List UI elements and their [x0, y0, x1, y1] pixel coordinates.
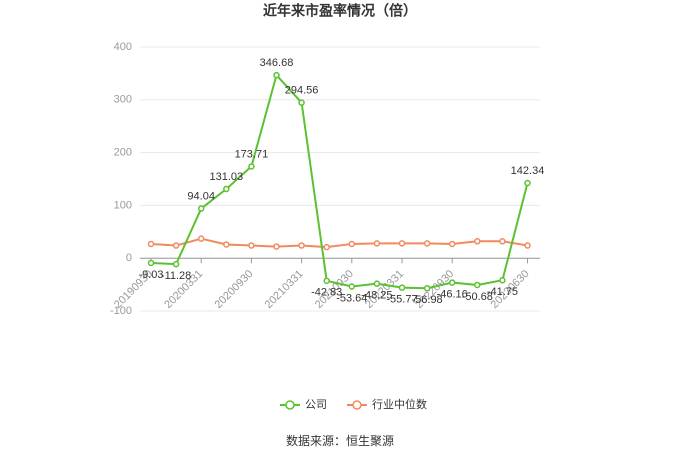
point: [172, 260, 180, 268]
legend-label: 公司: [305, 399, 327, 411]
point: [298, 99, 305, 106]
data-label: -11.28: [161, 270, 191, 282]
point: [423, 285, 431, 292]
data-label: -9.03: [138, 269, 163, 281]
point: [248, 163, 255, 170]
data-label: -56.98: [411, 294, 442, 306]
point: [524, 242, 531, 249]
y-tick-label: 400: [114, 41, 132, 53]
point: [323, 243, 330, 251]
data-label: 346.68: [260, 57, 294, 69]
legend-marker: [352, 400, 362, 410]
point: [348, 240, 356, 248]
point: [197, 205, 205, 212]
point: [248, 242, 255, 249]
point: [373, 280, 381, 287]
y-tick-label: -100: [110, 305, 132, 317]
source: 数据来源：恒生聚源: [286, 433, 394, 448]
data-label: -55.77: [386, 294, 417, 306]
point: [273, 71, 280, 79]
series-line: [150, 237, 528, 249]
point: [298, 242, 305, 249]
legend-marker: [285, 400, 295, 410]
data-label: -46.16: [437, 288, 468, 300]
data-label: 131.03: [209, 171, 243, 183]
data-label: 142.34: [511, 165, 545, 177]
data-label: -48.25: [361, 290, 392, 302]
point: [474, 238, 481, 245]
point: [474, 281, 481, 289]
point: [223, 241, 230, 248]
point: [423, 240, 431, 247]
data-label: 294.56: [285, 85, 319, 97]
point: [172, 242, 180, 249]
data-label: 94.04: [187, 190, 215, 202]
y-tick-label: 100: [114, 199, 132, 211]
point: [398, 284, 406, 291]
chart-title: 近年来市盈率情况（倍）: [263, 3, 417, 19]
data-label: -41.75: [487, 286, 518, 298]
y-tick-label: 200: [114, 147, 132, 159]
point: [147, 240, 155, 248]
point: [398, 240, 406, 247]
y-tick-label: 300: [114, 94, 132, 106]
point: [348, 283, 356, 290]
point: [448, 240, 456, 248]
point: [448, 279, 456, 286]
series-line: [150, 73, 529, 290]
data-label: 173.71: [235, 148, 269, 160]
legend-label: 行业中位数: [372, 397, 427, 411]
point: [323, 277, 330, 285]
point: [273, 243, 280, 250]
data-label: -42.83: [311, 287, 342, 299]
x-tick-label: 20200930: [212, 268, 255, 311]
point: [524, 179, 531, 187]
point: [197, 235, 205, 242]
x-tick-label: 20210331: [263, 268, 306, 311]
point: [499, 238, 506, 245]
point: [373, 240, 381, 247]
point: [147, 259, 155, 267]
data-label: -53.64: [336, 292, 367, 304]
data-label: -50.68: [462, 291, 493, 303]
point: [499, 276, 506, 284]
point: [223, 185, 230, 193]
y-tick-label: 0: [126, 252, 132, 264]
